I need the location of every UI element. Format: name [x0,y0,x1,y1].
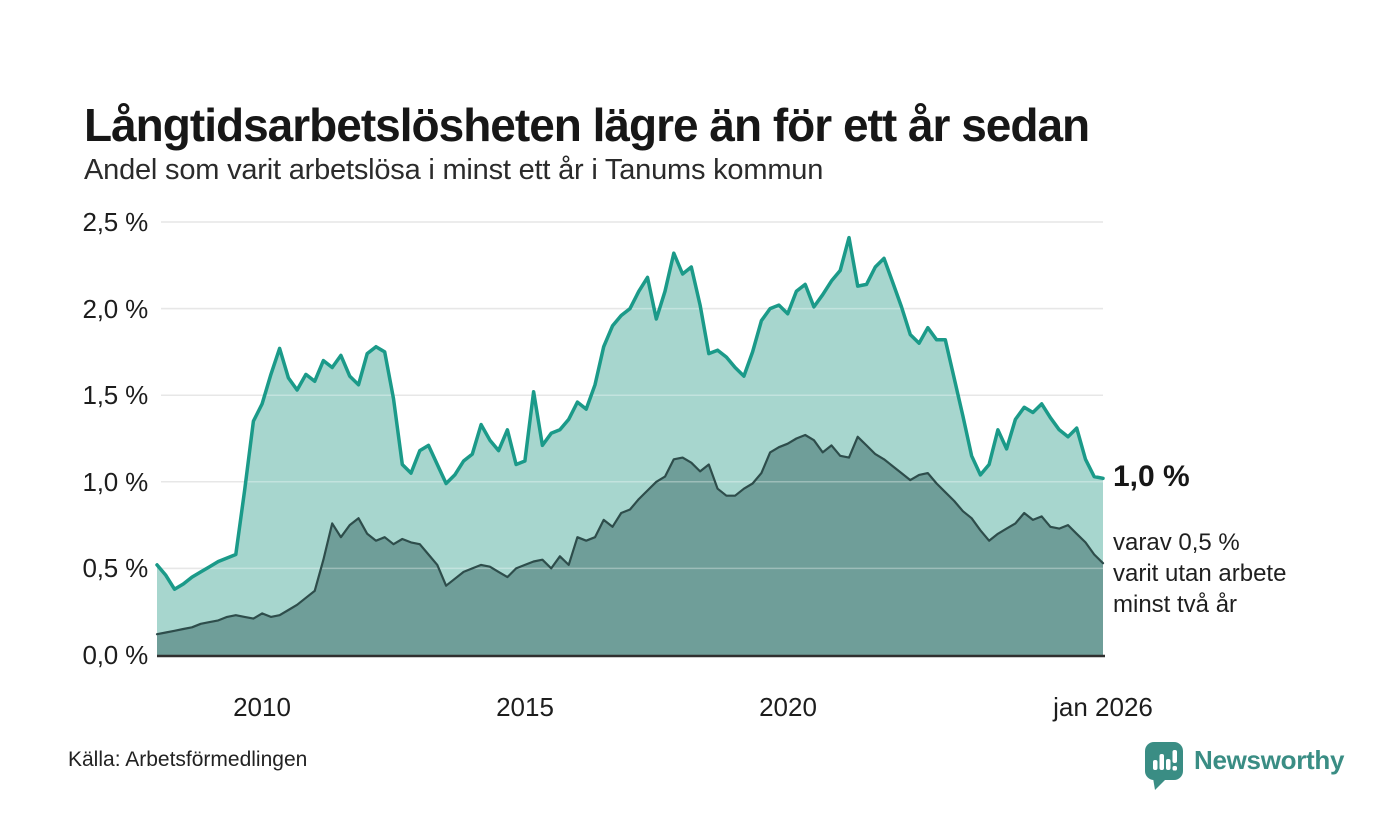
y-axis-label-2-0: 2,0 % [82,294,149,324]
x-axis-label-jan-2026: jan 2026 [1053,692,1153,722]
line-series-1 [155,235,1105,591]
source-attribution: Källa: Arbetsförmedlingen [68,748,308,771]
series-secondary-annotation: varav 0,5 % varit utan arbete minst två … [1113,527,1286,620]
line-series-2 [155,433,1105,636]
newsworthy-wordmark: Newsworthy [1194,745,1345,775]
annotation-line-3: minst två år [1113,591,1238,618]
newsworthy-bubble-chart-icon [1145,742,1183,790]
x-axis-label-2020: 2020 [759,692,817,722]
series-end-value-label: 1,0 % [1113,460,1190,493]
y-axis-label-0-0: 0,0 % [82,640,149,670]
y-axis-label-0-5: 0,5 % [82,553,149,583]
annotation-line-2: varit utan arbete [1113,560,1287,587]
y-axis-label-2-5: 2,5 % [82,207,149,237]
area-fill-series-2 [157,435,1103,655]
y-axis-label-1-0: 1,0 % [82,467,149,497]
chart-subtitle: Andel som varit arbetslösa i minst ett å… [84,154,824,186]
annotation-line-1: varav 0,5 % [1113,529,1240,556]
y-axis-label-1-5: 1,5 % [82,380,149,410]
x-axis-label-2015: 2015 [496,692,554,722]
page-title: Långtidsarbetslösheten lägre än för ett … [84,98,1090,151]
x-axis-label-2010: 2010 [233,692,291,722]
newsworthy-logo: Newsworthy [1143,740,1344,792]
